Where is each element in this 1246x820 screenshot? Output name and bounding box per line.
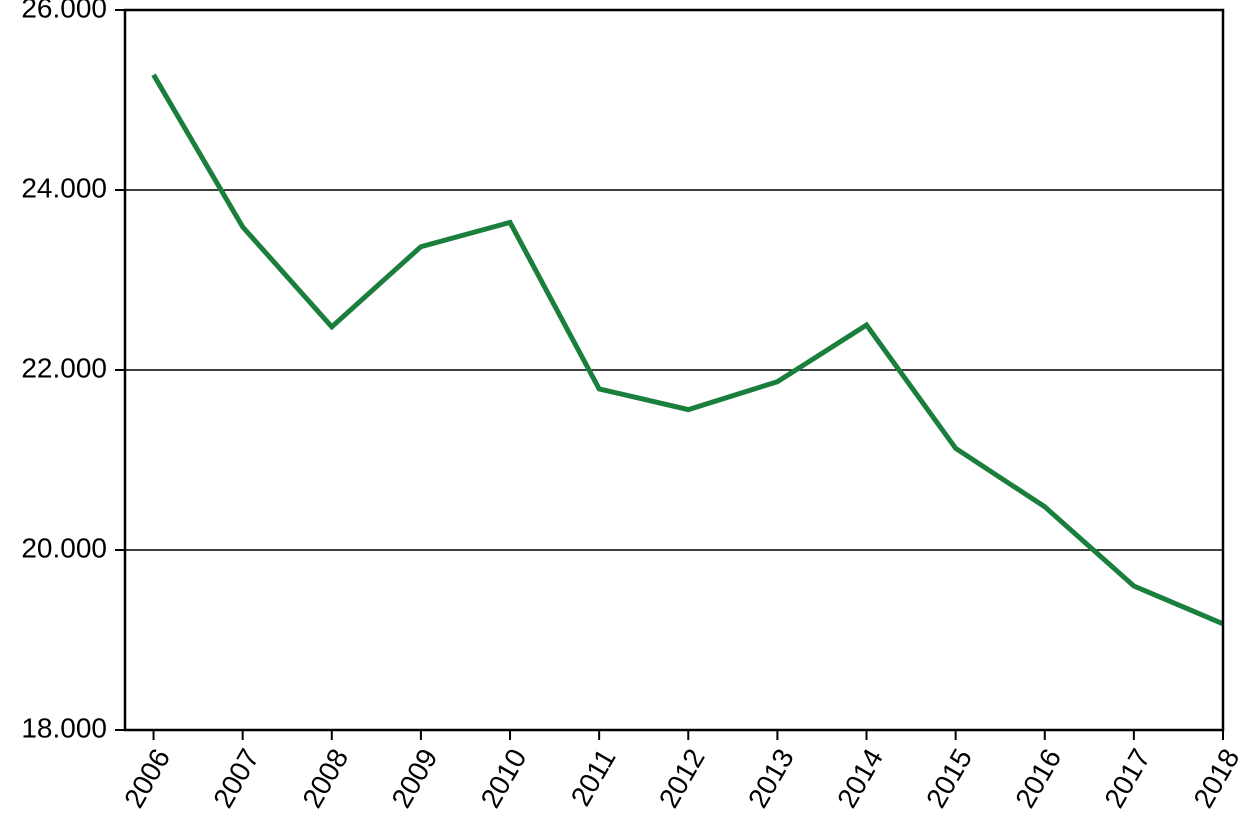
y-tick-label: 22.000 [21, 352, 107, 383]
y-tick-label: 26.000 [21, 0, 107, 23]
y-tick-label: 24.000 [21, 172, 107, 203]
line-chart: 18.00020.00022.00024.00026.0002006200720… [0, 0, 1246, 820]
y-tick-label: 20.000 [21, 532, 107, 563]
y-tick-label: 18.000 [21, 712, 107, 743]
chart-background [0, 0, 1246, 820]
